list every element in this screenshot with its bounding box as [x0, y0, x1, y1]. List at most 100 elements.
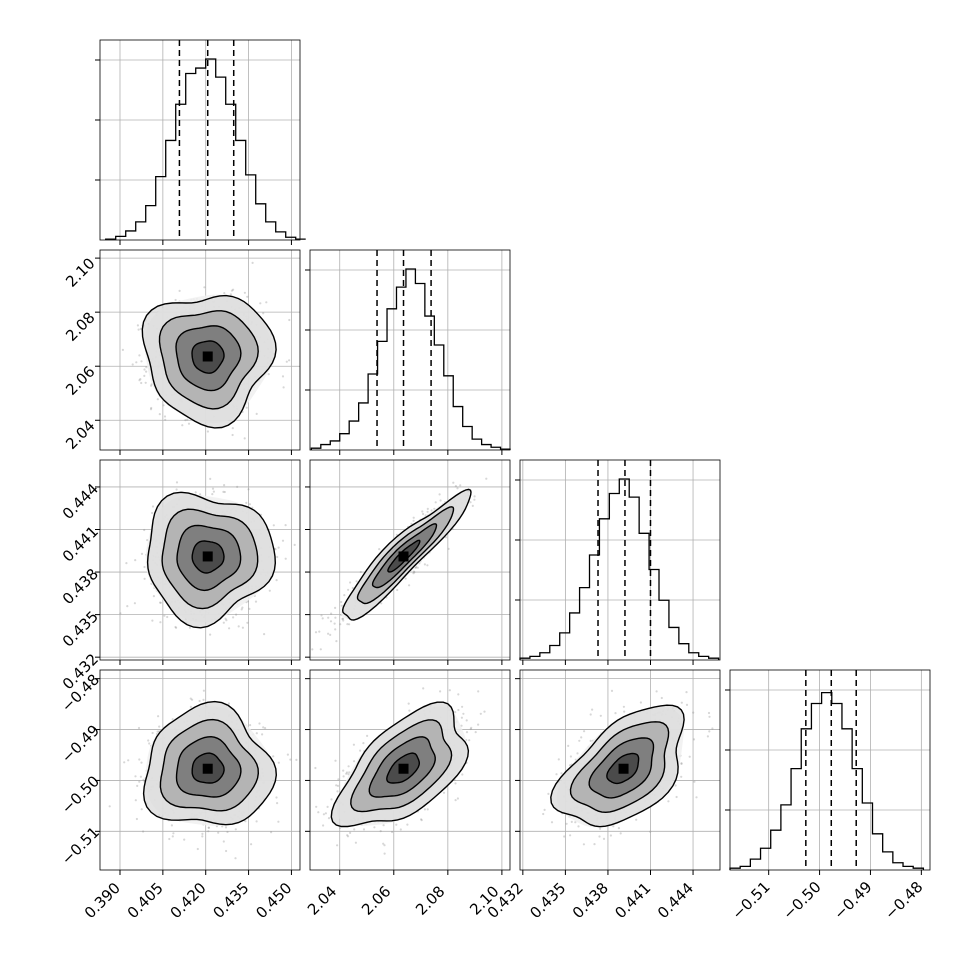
scatter-point — [320, 614, 323, 617]
scatter-point — [148, 742, 151, 745]
scatter-point — [229, 293, 232, 296]
scatter-point — [346, 835, 350, 838]
scatter-point — [236, 485, 239, 488]
contour-line-3 — [142, 700, 278, 826]
scatter-point — [295, 758, 298, 762]
scatter-point — [317, 811, 320, 814]
scatter-point — [255, 412, 258, 415]
scatter-point — [311, 648, 314, 651]
histogram-step-1 — [310, 268, 511, 450]
scatter-point — [359, 570, 362, 574]
scatter-point — [207, 826, 210, 829]
scatter-point — [234, 857, 237, 860]
scatter-point — [175, 481, 179, 484]
scatter-point — [261, 733, 264, 736]
scatter-point — [126, 605, 129, 608]
scatter-point — [194, 491, 197, 494]
scatter-point — [288, 318, 291, 322]
scatter-point — [240, 608, 243, 611]
contour-line-0 — [387, 539, 421, 573]
scatter-point — [454, 799, 457, 802]
scatter-point — [348, 771, 351, 774]
scatter-point — [159, 621, 162, 624]
scatter-point — [225, 849, 228, 853]
scatter-point — [151, 505, 155, 508]
scatter-point — [178, 289, 181, 292]
contour-line-2 — [159, 718, 260, 812]
scatter-point — [346, 623, 349, 626]
scatter-point — [224, 826, 228, 829]
scatter-point — [340, 600, 343, 604]
scatter-point — [373, 826, 376, 829]
scatter-point — [139, 775, 142, 778]
hist-frame-1 — [309, 249, 511, 451]
scatter-point — [235, 613, 238, 616]
pair-panel-1-2 — [305, 459, 511, 665]
scatter-point — [231, 433, 234, 437]
scatter-point — [156, 398, 159, 401]
pair-frame — [99, 459, 301, 661]
scatter-point — [248, 607, 251, 611]
contour-line-3 — [341, 488, 472, 621]
scatter-point — [485, 477, 488, 480]
scatter-point — [322, 813, 325, 816]
scatter-point — [456, 797, 459, 800]
scatter-point — [246, 621, 249, 624]
scatter-point — [230, 289, 234, 292]
scatter-point — [277, 761, 280, 764]
scatter-point — [412, 572, 415, 575]
scatter-point — [138, 758, 141, 761]
scatter-point — [232, 616, 235, 619]
scatter-point — [207, 830, 210, 833]
scatter-point — [137, 726, 141, 730]
scatter-point — [186, 418, 189, 421]
scatter-point — [207, 826, 210, 829]
contour-line-2 — [161, 508, 259, 610]
pair-panel-0-3 — [95, 669, 301, 875]
scatter-point — [265, 301, 268, 304]
scatter-point — [127, 759, 130, 762]
scatter-point — [209, 633, 212, 636]
scatter-point — [347, 588, 350, 591]
scatter-point — [281, 375, 285, 378]
scatter-point — [275, 579, 278, 582]
scatter-point — [137, 328, 140, 331]
scatter-point — [359, 749, 362, 752]
scatter-point — [133, 602, 136, 605]
scatter-point — [340, 604, 343, 607]
scatter-point — [145, 370, 148, 373]
pair-content — [310, 460, 510, 660]
scatter-point — [329, 620, 333, 623]
scatter-point — [158, 725, 161, 728]
scatter-point — [408, 584, 411, 587]
scatter-point — [172, 832, 175, 835]
scatter-point — [152, 595, 155, 598]
scatter-point — [234, 828, 237, 831]
scatter-point — [459, 484, 462, 487]
scatter-point — [439, 690, 442, 693]
scatter-point — [391, 830, 394, 834]
scatter-point — [412, 516, 415, 519]
histogram-step-3 — [729, 691, 925, 870]
pair-frame — [99, 249, 301, 451]
scatter-point — [334, 606, 337, 610]
scatter-point — [143, 577, 146, 580]
scatter-point — [469, 501, 472, 504]
scatter-point — [139, 378, 142, 381]
scatter-point — [262, 312, 265, 315]
scatter-point — [183, 838, 186, 841]
scatter-point — [330, 798, 333, 801]
scatter-point — [321, 617, 324, 620]
histogram-step-0 — [105, 58, 306, 240]
scatter-point — [277, 546, 280, 549]
scatter-point — [166, 615, 169, 619]
scatter-point — [333, 622, 336, 625]
scatter-point — [410, 522, 413, 525]
scatter-point — [335, 640, 338, 643]
scatter-point — [276, 555, 279, 559]
scatter-point — [196, 847, 199, 851]
scatter-point — [456, 487, 459, 490]
contour-line-2 — [158, 310, 259, 410]
scatter-point — [246, 295, 249, 298]
